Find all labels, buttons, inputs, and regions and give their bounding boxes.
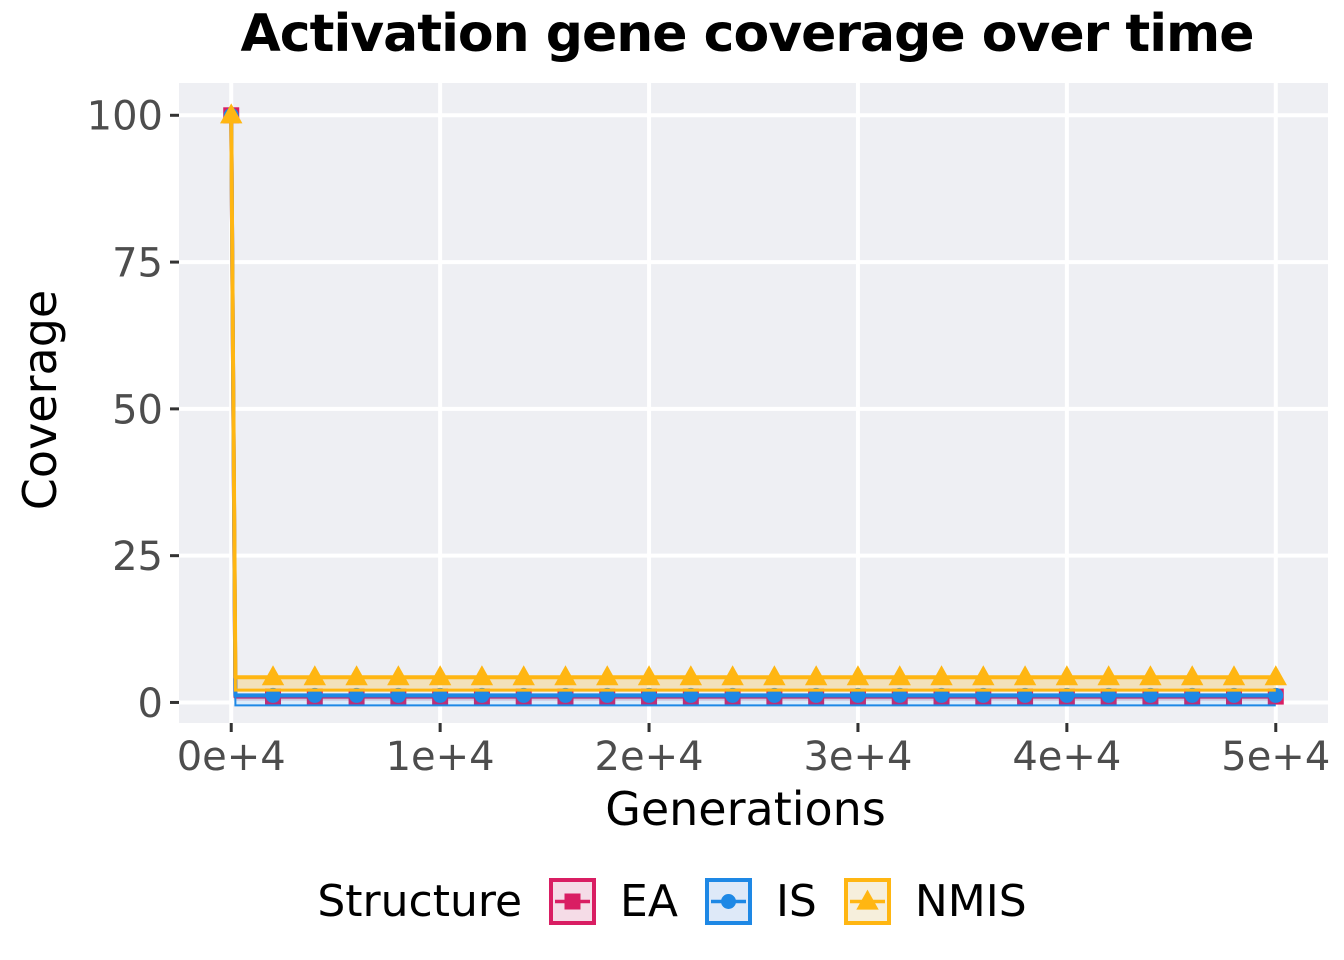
legend: Structure EA IS NMIS <box>0 876 1344 927</box>
marker-triangle <box>428 665 452 686</box>
marker-triangle <box>1013 665 1037 686</box>
marker-circle <box>599 687 615 703</box>
marker-triangle <box>637 665 661 686</box>
marker-circle <box>641 687 657 703</box>
marker-triangle <box>721 665 744 686</box>
marker-circle <box>808 687 824 703</box>
marker-circle <box>766 687 782 703</box>
legend-label-is: IS <box>775 876 817 927</box>
marker-triangle <box>1264 665 1287 686</box>
marker-circle <box>934 687 950 703</box>
legend-key-is <box>704 878 752 925</box>
ribbon-edge <box>229 128 1276 692</box>
marker-circle <box>390 687 406 703</box>
marker-triangle <box>1222 665 1246 686</box>
chart-title: Activation gene coverage over time <box>240 4 1255 64</box>
marker-circle <box>265 687 281 703</box>
marker-triangle <box>470 665 494 686</box>
marker-triangle <box>220 103 243 124</box>
marker-circle <box>1059 687 1075 703</box>
x-tick-label: 1e+4 <box>386 734 495 780</box>
axes: 0 25 50 75 100 0e+4 1e+4 2e+4 3e+4 4e+4 5e+4 <box>87 94 1331 780</box>
marker-circle <box>720 894 736 909</box>
marker-circle <box>975 687 991 703</box>
marker-square <box>564 893 581 910</box>
marker-circle <box>1017 687 1033 703</box>
marker-circle <box>516 687 532 703</box>
marker-triangle <box>387 665 410 686</box>
legend-item-ea: EA <box>549 876 678 927</box>
x-tick-label: 5e+4 <box>1221 734 1330 780</box>
x-tick-label: 3e+4 <box>803 734 912 780</box>
marker-circle <box>307 687 323 703</box>
ribbon-edge <box>230 125 1276 707</box>
marker-triangle <box>804 665 828 686</box>
x-tick-label: 4e+4 <box>1012 734 1121 780</box>
marker-circle <box>1101 687 1117 703</box>
marker-triangle <box>763 665 786 686</box>
legend-item-is: IS <box>704 876 817 927</box>
marker-circle <box>1268 687 1284 703</box>
marker-circle <box>1142 687 1158 703</box>
legend-label-nmis: NMIS <box>914 876 1027 927</box>
y-tick-label: 100 <box>87 94 163 140</box>
marker-triangle <box>512 665 535 686</box>
marker-triangle <box>972 665 995 686</box>
marker-circle <box>1226 687 1242 703</box>
marker-circle <box>557 687 573 703</box>
y-tick-label: 0 <box>138 681 163 727</box>
marker-triangle <box>1139 665 1162 686</box>
legend-key-nmis <box>843 878 891 925</box>
marker-circle <box>349 687 365 703</box>
marker-triangle <box>930 665 953 686</box>
legend-label-ea: EA <box>620 876 678 927</box>
marker-triangle <box>261 665 285 686</box>
gridlines <box>179 83 1328 723</box>
y-tick-label: 50 <box>112 387 163 433</box>
marker-circle <box>725 687 741 703</box>
marker-triangle <box>1097 665 1120 686</box>
y-tick-label: 25 <box>112 534 163 580</box>
series-NMIS <box>220 103 1287 692</box>
x-tick-label: 0e+4 <box>177 734 286 780</box>
marker-circle <box>1184 687 1200 703</box>
marker-circle <box>892 687 908 703</box>
marker-triangle <box>888 665 911 686</box>
marker-triangle <box>856 889 879 910</box>
panel-background <box>179 83 1328 723</box>
legend-key-ea <box>549 878 597 925</box>
marker-triangle <box>554 665 577 686</box>
marker-triangle <box>679 665 703 686</box>
x-tick-label: 2e+4 <box>595 734 704 780</box>
marker-triangle <box>596 665 619 686</box>
marker-circle <box>474 687 490 703</box>
marker-triangle <box>846 665 870 686</box>
legend-title: Structure <box>317 876 523 927</box>
x-axis-label: Generations <box>605 782 886 836</box>
marker-triangle <box>1055 665 1079 686</box>
legend-item-nmis: NMIS <box>843 876 1027 927</box>
marker-circle <box>683 687 699 703</box>
plot-area: 0 25 50 75 100 0e+4 1e+4 2e+4 3e+4 4e+4 5e+4 <box>87 83 1331 780</box>
marker-circle <box>432 687 448 703</box>
y-tick-label: 75 <box>112 240 163 286</box>
marker-circle <box>850 687 866 703</box>
marker-triangle <box>1181 665 1204 686</box>
marker-triangle <box>303 665 326 686</box>
series-IS <box>223 107 1284 707</box>
marker-triangle <box>345 665 368 686</box>
